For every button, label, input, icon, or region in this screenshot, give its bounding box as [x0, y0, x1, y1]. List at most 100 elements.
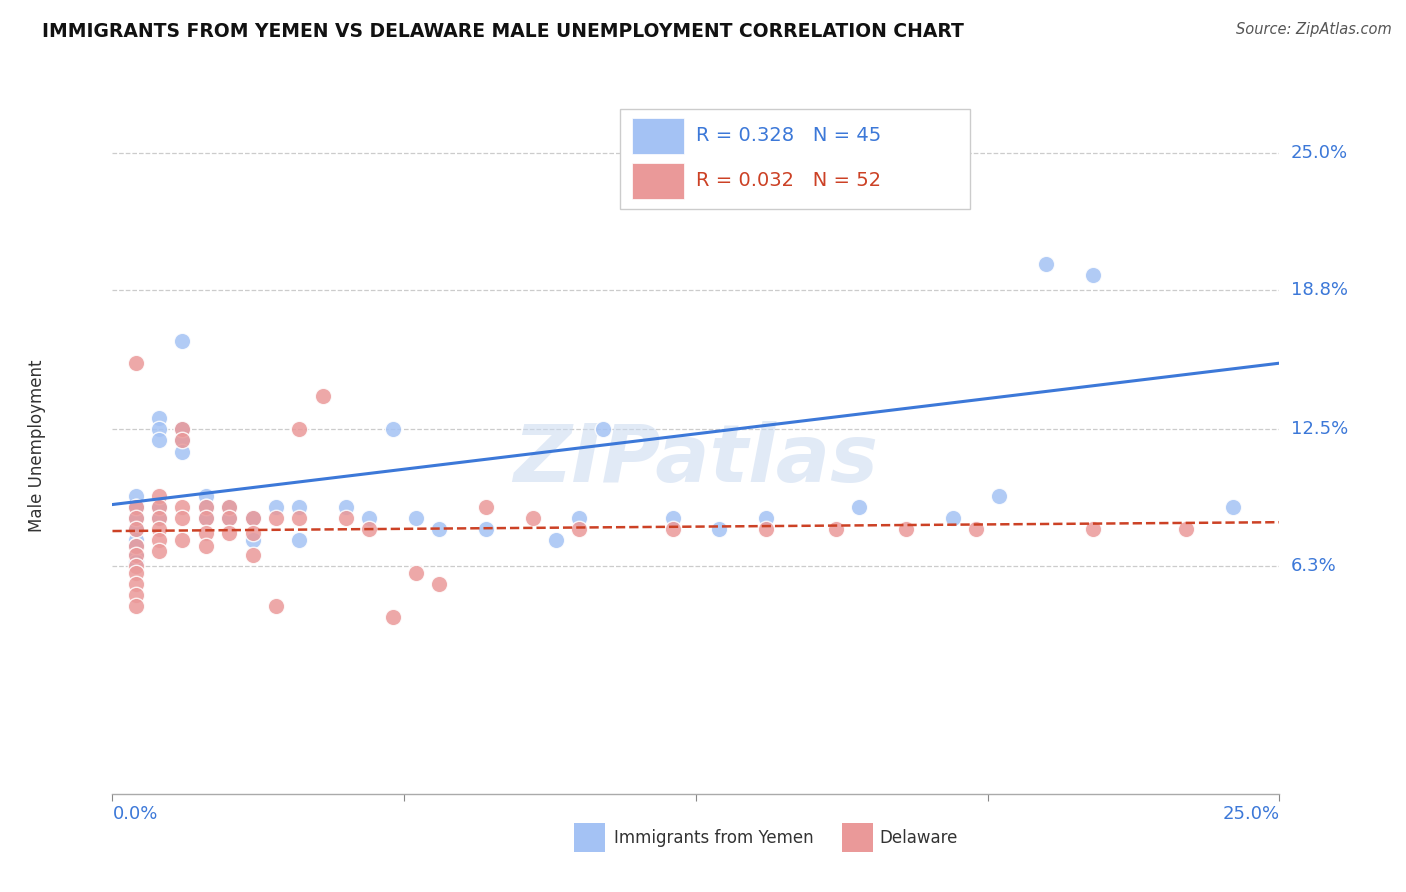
Point	[242, 533, 264, 547]
Point	[125, 522, 148, 536]
Point	[755, 510, 778, 524]
Point	[894, 522, 917, 536]
Point	[965, 522, 987, 536]
Point	[148, 510, 170, 524]
Text: 0.0%: 0.0%	[112, 805, 157, 823]
Point	[568, 522, 591, 536]
Point	[148, 434, 170, 448]
Point	[148, 522, 170, 536]
Point	[381, 610, 404, 624]
Point	[709, 522, 731, 536]
Point	[988, 489, 1011, 503]
Point	[359, 522, 381, 536]
Point	[125, 533, 148, 547]
Text: R = 0.032   N = 52: R = 0.032 N = 52	[696, 171, 882, 190]
Point	[475, 500, 498, 514]
Point	[148, 489, 170, 503]
Text: 25.0%: 25.0%	[1291, 145, 1348, 162]
Point	[288, 500, 311, 514]
Point	[172, 500, 194, 514]
Point	[661, 522, 683, 536]
Point	[172, 422, 194, 436]
Point	[475, 522, 498, 536]
Point	[218, 526, 240, 541]
Point	[125, 489, 148, 503]
Point	[1175, 522, 1198, 536]
Point	[264, 500, 287, 514]
Point	[218, 510, 240, 524]
FancyBboxPatch shape	[620, 109, 970, 210]
Point	[755, 522, 778, 536]
Point	[148, 422, 170, 436]
Point	[848, 500, 870, 514]
Point	[242, 549, 264, 563]
Point	[288, 510, 311, 524]
Text: 25.0%: 25.0%	[1222, 805, 1279, 823]
Point	[194, 526, 217, 541]
Point	[544, 533, 567, 547]
Point	[427, 577, 450, 591]
Text: 6.3%: 6.3%	[1291, 558, 1336, 575]
Point	[125, 549, 148, 563]
Point	[148, 533, 170, 547]
Text: ZIPatlas: ZIPatlas	[513, 421, 879, 499]
Point	[125, 500, 148, 514]
Point	[1081, 268, 1104, 282]
Point	[172, 434, 194, 448]
Point	[242, 526, 264, 541]
Point	[194, 489, 217, 503]
Point	[125, 566, 148, 580]
Point	[125, 522, 148, 536]
Point	[125, 540, 148, 554]
Point	[148, 500, 170, 514]
Point	[125, 500, 148, 514]
Text: R = 0.328   N = 45: R = 0.328 N = 45	[696, 126, 882, 145]
Bar	[631, 118, 685, 153]
Text: Immigrants from Yemen: Immigrants from Yemen	[614, 829, 814, 847]
Point	[335, 500, 357, 514]
Point	[264, 599, 287, 614]
Point	[194, 510, 217, 524]
Point	[427, 522, 450, 536]
Point	[148, 411, 170, 425]
Point	[172, 434, 194, 448]
Point	[172, 422, 194, 436]
Text: 12.5%: 12.5%	[1291, 420, 1348, 439]
Point	[592, 422, 614, 436]
Point	[125, 555, 148, 569]
Text: IMMIGRANTS FROM YEMEN VS DELAWARE MALE UNEMPLOYMENT CORRELATION CHART: IMMIGRANTS FROM YEMEN VS DELAWARE MALE U…	[42, 22, 965, 41]
Point	[218, 500, 240, 514]
Point	[125, 599, 148, 614]
Point	[172, 444, 194, 458]
Point	[148, 510, 170, 524]
Text: Delaware: Delaware	[880, 829, 957, 847]
Bar	[631, 163, 685, 199]
Point	[172, 510, 194, 524]
Point	[194, 500, 217, 514]
Point	[1081, 522, 1104, 536]
Point	[522, 510, 544, 524]
Point	[381, 422, 404, 436]
Text: Source: ZipAtlas.com: Source: ZipAtlas.com	[1236, 22, 1392, 37]
Point	[125, 510, 148, 524]
Point	[242, 510, 264, 524]
Point	[405, 510, 427, 524]
Point	[264, 510, 287, 524]
Point	[242, 510, 264, 524]
Point	[194, 510, 217, 524]
Point	[172, 533, 194, 547]
Point	[125, 540, 148, 554]
Point	[359, 510, 381, 524]
Text: 18.8%: 18.8%	[1291, 281, 1347, 300]
Point	[148, 544, 170, 558]
Point	[148, 500, 170, 514]
Point	[125, 356, 148, 370]
Point	[311, 389, 333, 403]
Point	[568, 510, 591, 524]
Point	[1222, 500, 1244, 514]
Point	[125, 577, 148, 591]
Point	[942, 510, 965, 524]
Point	[825, 522, 848, 536]
Point	[218, 500, 240, 514]
Text: Male Unemployment: Male Unemployment	[28, 359, 45, 533]
